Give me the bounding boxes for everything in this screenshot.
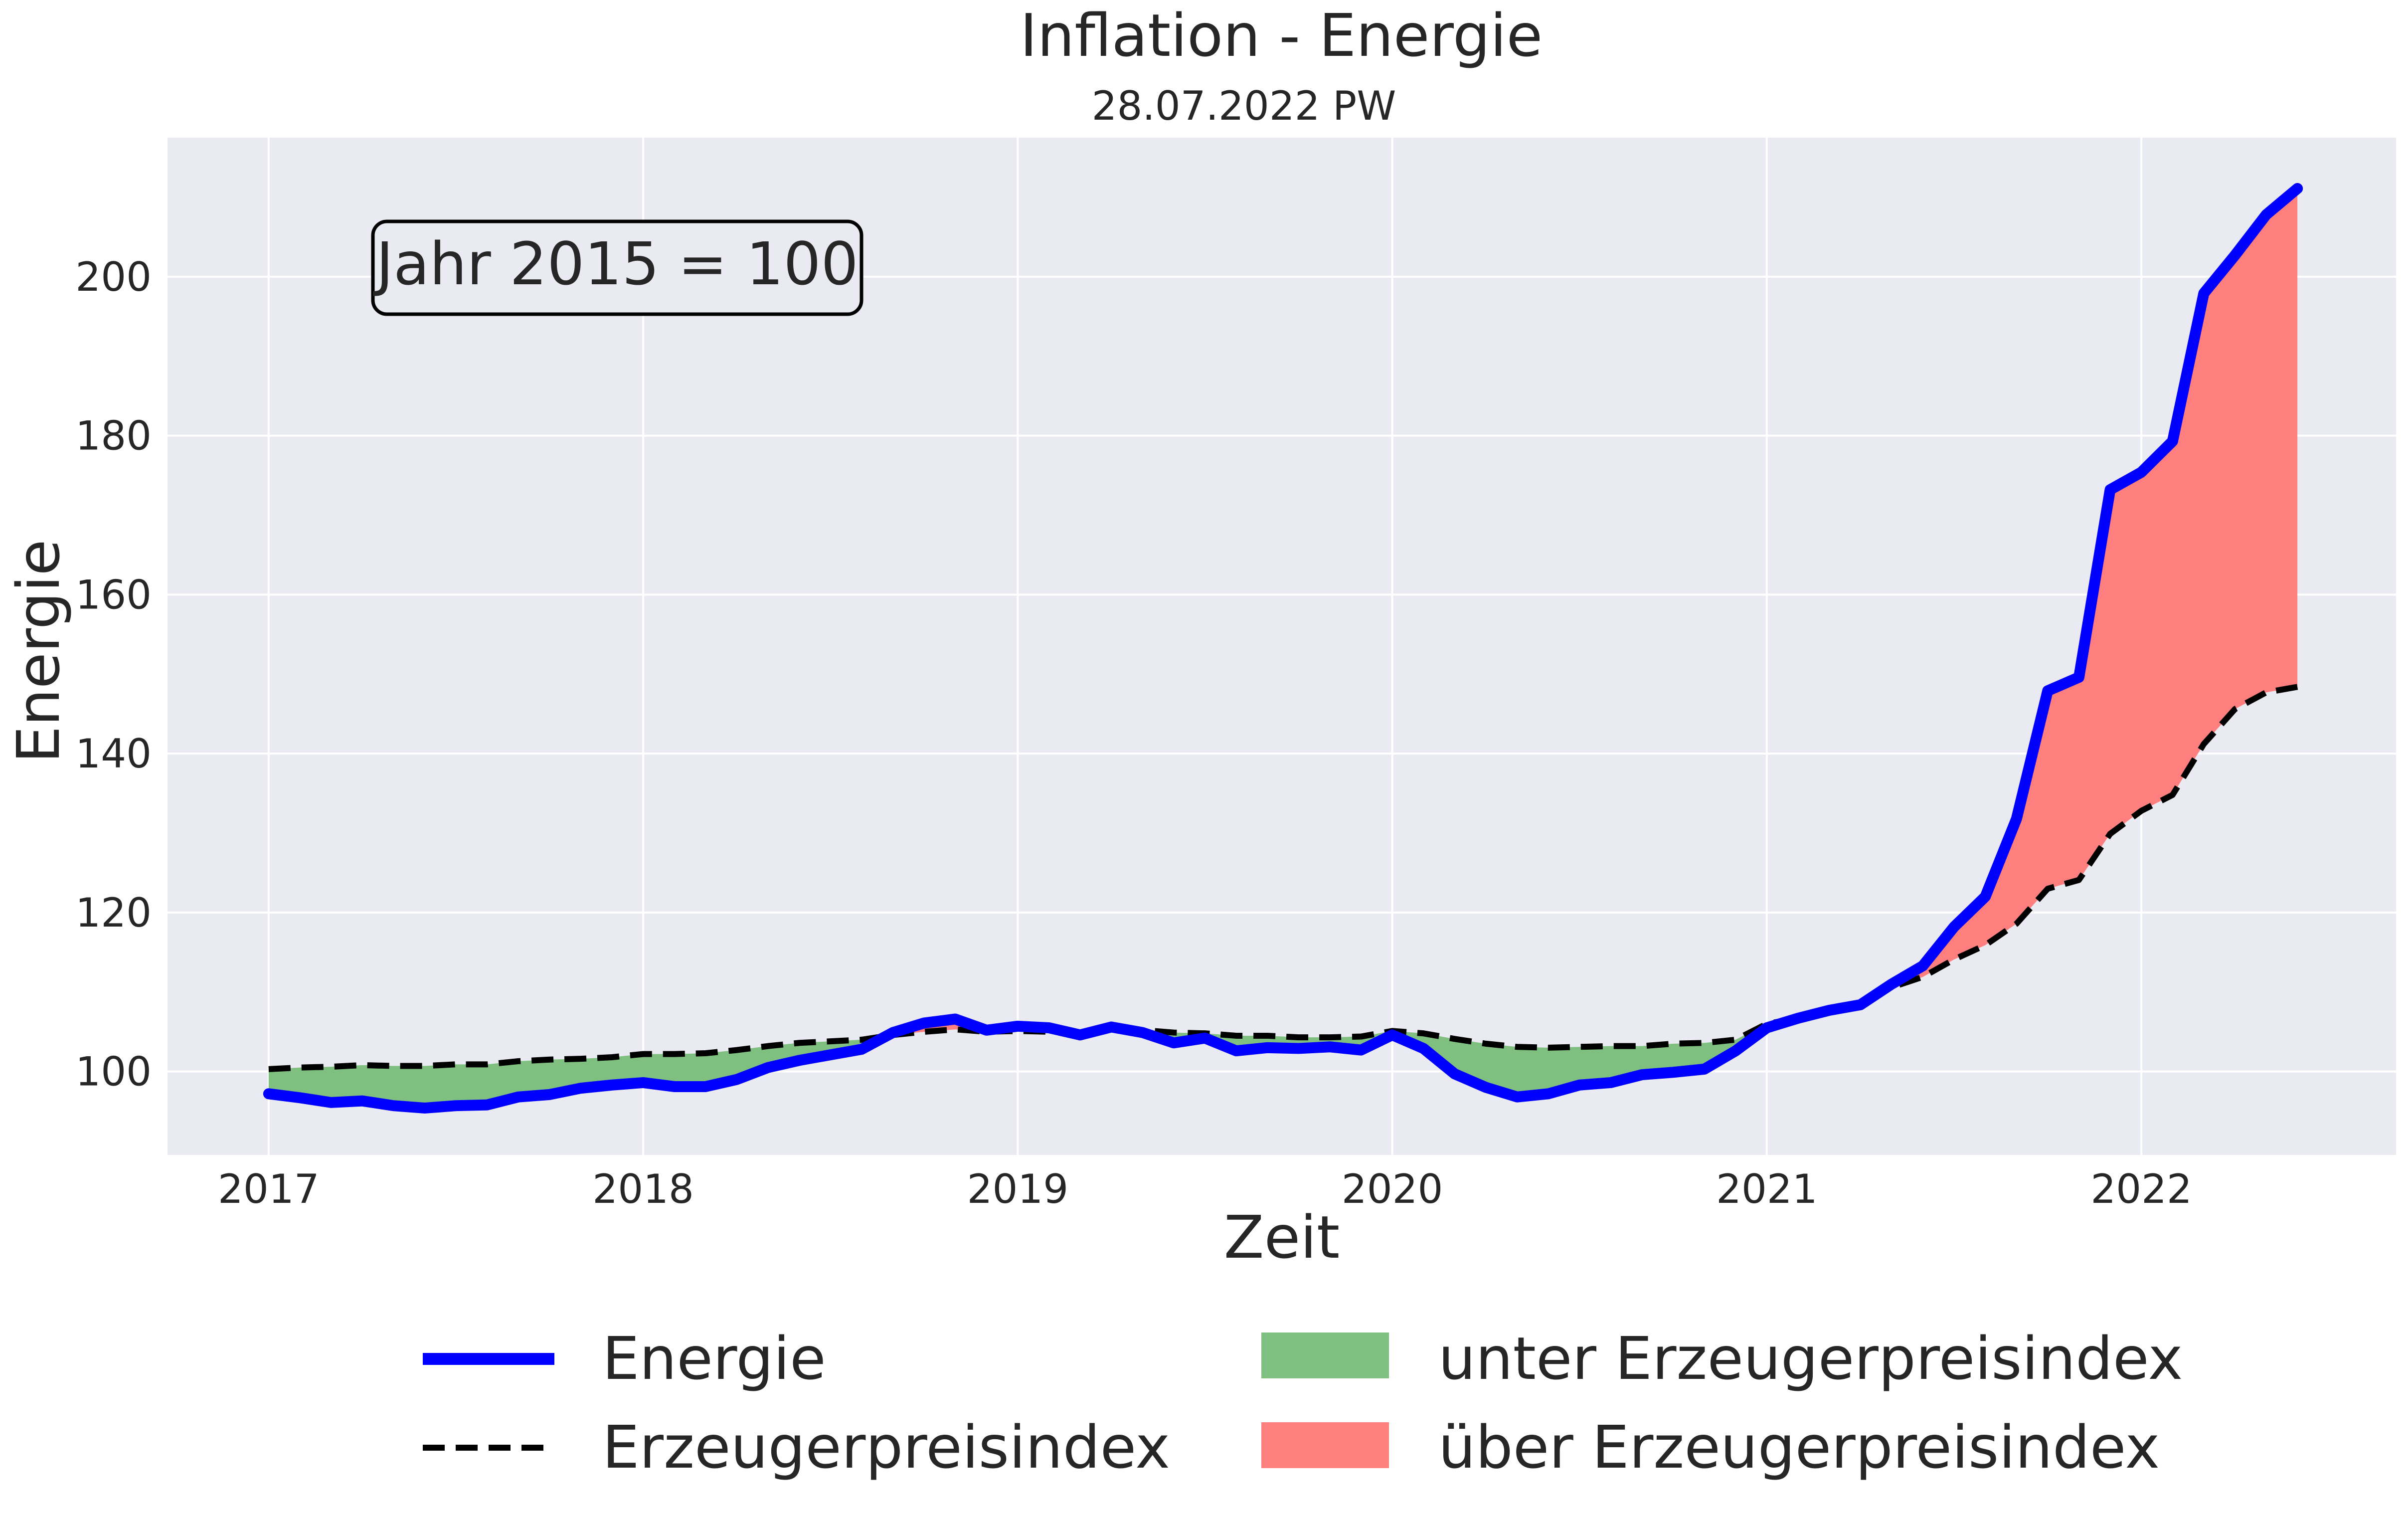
x-tick-label: 2020	[1342, 1166, 1443, 1212]
legend-ueber-swatch	[1261, 1422, 1389, 1468]
y-axis-label: Energie	[4, 540, 73, 763]
x-tick-label: 2021	[1716, 1166, 1818, 1212]
legend-unter-swatch	[1261, 1332, 1389, 1378]
x-axis-label: Zeit	[1224, 1203, 1340, 1272]
series-lines	[263, 183, 2303, 1114]
series-line-energie	[263, 183, 2303, 1114]
x-tick-label: 2018	[592, 1166, 694, 1212]
x-tick-label: 2022	[2090, 1166, 2192, 1212]
legend-energie-label: Energie	[602, 1324, 826, 1393]
legend-ueber-label: über Erzeugerpreisindex	[1438, 1413, 2160, 1482]
y-tick-labels: 100 120 140 160 180 200	[75, 254, 152, 1095]
legend-unter-label: unter Erzeugerpreisindex	[1438, 1324, 2183, 1393]
chart-title: Inflation - Energie	[1020, 1, 1543, 70]
legend: Energie Erzeugerpreisindex unter Erzeuge…	[423, 1324, 2183, 1482]
x-tick-label: 2017	[218, 1166, 320, 1212]
annotation-box: Jahr 2015 = 100	[371, 219, 863, 316]
x-tick-labels: 2017 2018 2019 2020 2021 2022	[218, 1166, 2192, 1212]
series-line-erzeugerpreisindex	[268, 684, 2298, 1072]
y-tick-label: 180	[75, 413, 152, 459]
fill-unter-erzeugerpreisindex	[268, 1036, 887, 1108]
fill-ueber-erzeugerpreisindex	[1871, 189, 2298, 998]
y-tick-label: 200	[75, 254, 152, 300]
y-tick-label: 160	[75, 571, 152, 618]
y-tick-label: 120	[75, 890, 152, 936]
y-tick-label: 140	[75, 731, 152, 777]
grid	[168, 138, 2396, 1155]
x-tick-label: 2019	[967, 1166, 1069, 1212]
legend-erzeugerpreisindex-label: Erzeugerpreisindex	[602, 1413, 1170, 1482]
y-tick-label: 100	[75, 1049, 152, 1095]
chart-subtitle: 28.07.2022 PW	[1092, 83, 1396, 129]
annotation-text: Jahr 2015 = 100	[372, 229, 858, 298]
